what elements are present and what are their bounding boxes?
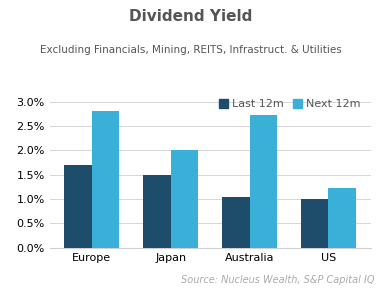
Bar (301, 199, 329, 248)
Bar (222, 197, 249, 248)
Text: Dividend Yield: Dividend Yield (129, 9, 253, 24)
Bar (92, 111, 120, 248)
Bar (143, 175, 171, 248)
Text: Excluding Financials, Mining, REITS, Infrastruct. & Utilities: Excluding Financials, Mining, REITS, Inf… (40, 45, 342, 55)
Bar (329, 188, 356, 248)
Bar (64, 165, 92, 248)
Bar (249, 115, 277, 248)
Bar (171, 149, 198, 248)
Text: Source: Nucleus Wealth, S&P Capital IQ: Source: Nucleus Wealth, S&P Capital IQ (181, 275, 374, 285)
Legend: Last 12m, Next 12m: Last 12m, Next 12m (214, 94, 365, 113)
